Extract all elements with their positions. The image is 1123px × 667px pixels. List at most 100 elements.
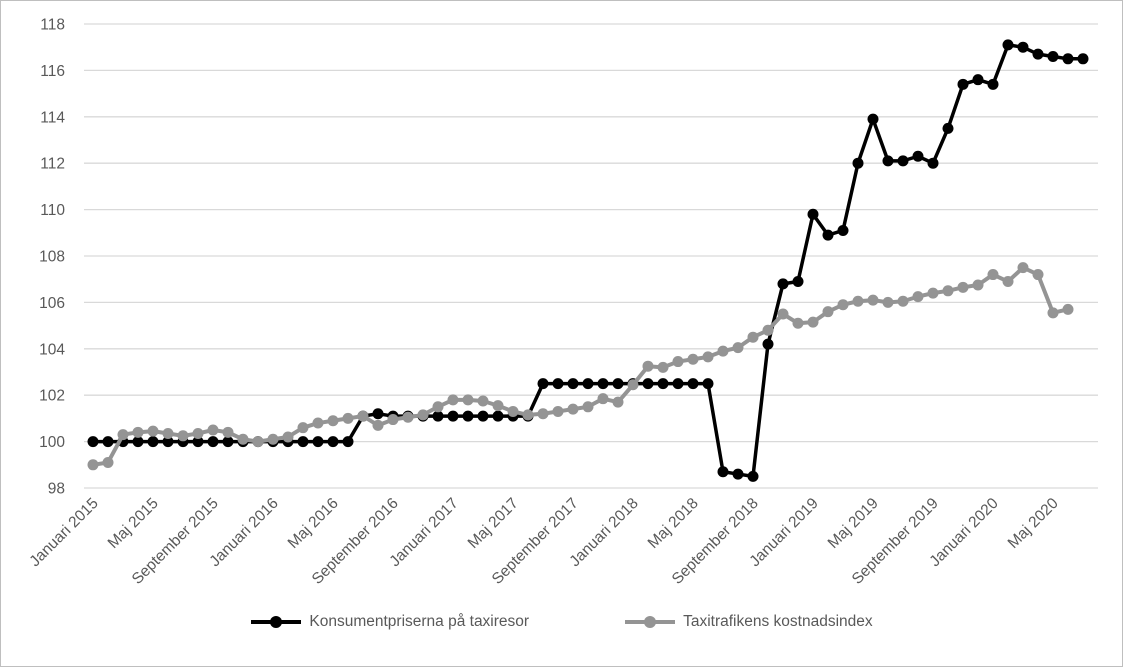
data-point-s1: [732, 342, 744, 354]
black-line-marker-icon: [251, 616, 302, 628]
data-point-s1: [777, 308, 789, 320]
data-point-s0: [747, 470, 759, 482]
data-point-s0: [702, 378, 714, 390]
x-axis-tick-label: Maj 2020: [1005, 495, 1062, 552]
data-point-s1: [1017, 262, 1029, 274]
data-point-s0: [912, 150, 924, 162]
data-point-s0: [882, 155, 894, 167]
data-point-s1: [882, 296, 894, 308]
data-point-s1: [402, 411, 414, 423]
data-point-s1: [672, 356, 684, 368]
data-point-s0: [297, 436, 309, 448]
data-point-s1: [912, 291, 924, 303]
data-point-s1: [972, 279, 984, 291]
y-axis-tick-label: 112: [40, 156, 65, 173]
data-point-s1: [1062, 303, 1074, 315]
data-point-s1: [642, 360, 654, 372]
data-point-s1: [117, 429, 129, 441]
data-point-s0: [642, 378, 654, 390]
data-point-s0: [807, 208, 819, 220]
data-point-s1: [372, 419, 384, 431]
data-point-s0: [1062, 53, 1074, 65]
data-point-s1: [582, 401, 594, 413]
data-point-s0: [582, 378, 594, 390]
data-point-s1: [162, 427, 174, 439]
data-point-s1: [102, 456, 114, 468]
data-point-s1: [297, 422, 309, 434]
data-point-s0: [192, 436, 204, 448]
data-point-s1: [1047, 307, 1059, 319]
data-point-s0: [1002, 39, 1014, 51]
y-axis-tick-label: 98: [48, 481, 65, 498]
data-point-s1: [957, 281, 969, 293]
data-point-s1: [417, 409, 429, 421]
data-point-s1: [687, 353, 699, 365]
x-axis-tick-label: Maj 2018: [645, 495, 702, 552]
data-point-s1: [942, 285, 954, 297]
data-point-s1: [177, 430, 189, 442]
data-point-s1: [252, 436, 264, 448]
data-point-s1: [237, 433, 249, 445]
data-point-s1: [867, 294, 879, 306]
data-point-s1: [357, 410, 369, 422]
data-point-s1: [192, 427, 204, 439]
data-point-s1: [747, 331, 759, 343]
chart-legend: Konsumentpriserna på taxiresor Taxitrafi…: [1, 613, 1122, 631]
data-point-s1: [627, 379, 639, 391]
y-axis-tick-label: 100: [39, 434, 65, 451]
data-point-s0: [792, 276, 804, 288]
data-point-s0: [102, 436, 114, 448]
x-axis-tick-label: Januari 2015: [26, 495, 101, 570]
data-point-s1: [492, 400, 504, 412]
data-point-s0: [342, 436, 354, 448]
data-point-s1: [567, 403, 579, 415]
data-point-s0: [147, 436, 159, 448]
data-point-s1: [222, 426, 234, 438]
data-point-s1: [507, 405, 519, 417]
data-point-s0: [687, 378, 699, 390]
data-point-s0: [162, 436, 174, 448]
data-point-s1: [597, 393, 609, 405]
data-point-s0: [537, 378, 549, 390]
data-point-s1: [792, 317, 804, 329]
data-point-s1: [612, 396, 624, 408]
legend-label-kostnadsindex: Taxitrafikens kostnadsindex: [683, 613, 873, 630]
data-point-s0: [372, 408, 384, 420]
data-point-s0: [432, 410, 444, 422]
data-point-s1: [1002, 276, 1014, 288]
data-point-s1: [327, 415, 339, 427]
data-point-s0: [1077, 53, 1089, 65]
data-point-s0: [822, 229, 834, 241]
data-point-s1: [852, 295, 864, 307]
data-point-s1: [447, 394, 459, 406]
data-point-s0: [612, 378, 624, 390]
data-point-s1: [657, 361, 669, 373]
data-point-s0: [927, 157, 939, 169]
data-point-s0: [132, 436, 144, 448]
data-point-s0: [732, 468, 744, 480]
data-point-s1: [987, 269, 999, 281]
data-point-s0: [867, 113, 879, 125]
data-point-s1: [717, 345, 729, 357]
data-point-s0: [987, 78, 999, 90]
gray-line-marker-icon: [625, 616, 676, 628]
x-axis-tick-label: Maj 2017: [465, 495, 522, 552]
data-point-s1: [477, 395, 489, 407]
data-point-s1: [342, 412, 354, 424]
x-axis-tick-label: Maj 2015: [105, 495, 162, 552]
data-point-s1: [207, 424, 219, 436]
data-point-s0: [852, 157, 864, 169]
data-point-s0: [837, 224, 849, 236]
data-point-s0: [762, 338, 774, 350]
data-point-s0: [87, 436, 99, 448]
data-point-s1: [702, 351, 714, 363]
data-point-s1: [807, 316, 819, 328]
line-chart-plot-area: 98 100 102 104 106 108 110 112 114 116 118 Januari …: [26, 17, 1098, 588]
y-axis-tick-label: 108: [39, 249, 65, 266]
data-point-s1: [147, 425, 159, 437]
data-point-s0: [777, 278, 789, 290]
data-point-s0: [717, 466, 729, 478]
data-point-s0: [312, 436, 324, 448]
data-point-s1: [462, 394, 474, 406]
data-point-s0: [222, 436, 234, 448]
